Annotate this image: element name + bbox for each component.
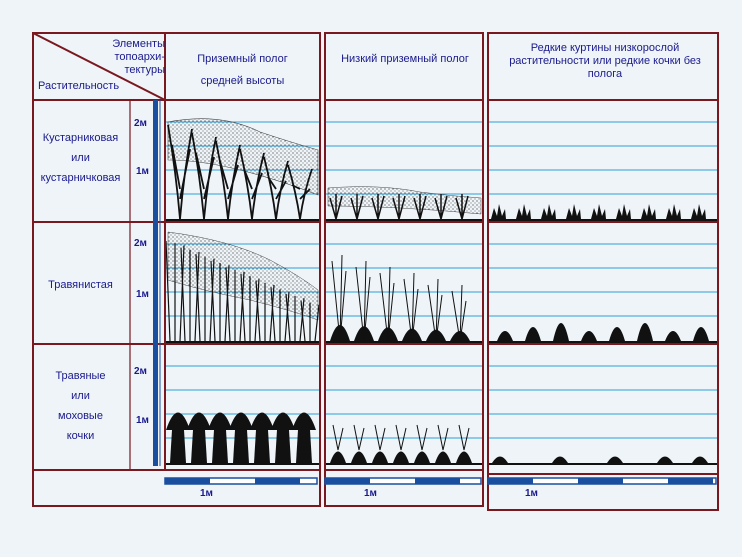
- row-label-grass: Травянистая: [33, 275, 128, 295]
- corner-label-elements: Элементы топоархи- тектуры: [112, 38, 165, 76]
- table-frame: [32, 32, 719, 511]
- row-label-line: моховые: [58, 410, 103, 422]
- height-mark-2m: 2м: [134, 366, 147, 377]
- height-mark-2m: 2м: [134, 238, 147, 249]
- height-scale-bars: [153, 100, 161, 466]
- height-mark-1m: 1м: [136, 289, 149, 300]
- row-label-line: кустарничковая: [40, 172, 121, 184]
- scale-label-1m: 1м: [525, 488, 538, 499]
- column-header-sparse-clumps: Редкие куртины низкорослой растительност…: [509, 42, 701, 80]
- row-label-shrub: Кустарниковая или кустарничковая: [33, 128, 128, 188]
- row-label-line: Травяные: [55, 370, 106, 382]
- row-label-line: или: [71, 390, 90, 402]
- height-mark-1m: 1м: [136, 166, 149, 177]
- vegetation-drawings: [165, 118, 718, 465]
- scale-label-1m: 1м: [200, 488, 213, 499]
- column-header-medium-canopy: Приземный полог средней высоты: [197, 53, 288, 87]
- row-label-line: или: [71, 152, 90, 164]
- row-label-tussock: Травяные или моховые кочки: [33, 366, 128, 446]
- height-mark-2m: 2м: [134, 118, 147, 129]
- row-label-line: Кустарниковая: [42, 132, 119, 144]
- height-mark-1m: 1м: [136, 415, 149, 426]
- horizontal-scale-bars: [164, 477, 717, 485]
- row-label-line: кочки: [66, 430, 95, 442]
- corner-label-vegetation: Растительность: [38, 80, 120, 92]
- scale-label-1m: 1м: [364, 488, 377, 499]
- column-header-low-canopy: Низкий приземный полог: [341, 53, 469, 65]
- row-label-line: Травянистая: [48, 279, 113, 291]
- height-gridlines: [165, 121, 718, 439]
